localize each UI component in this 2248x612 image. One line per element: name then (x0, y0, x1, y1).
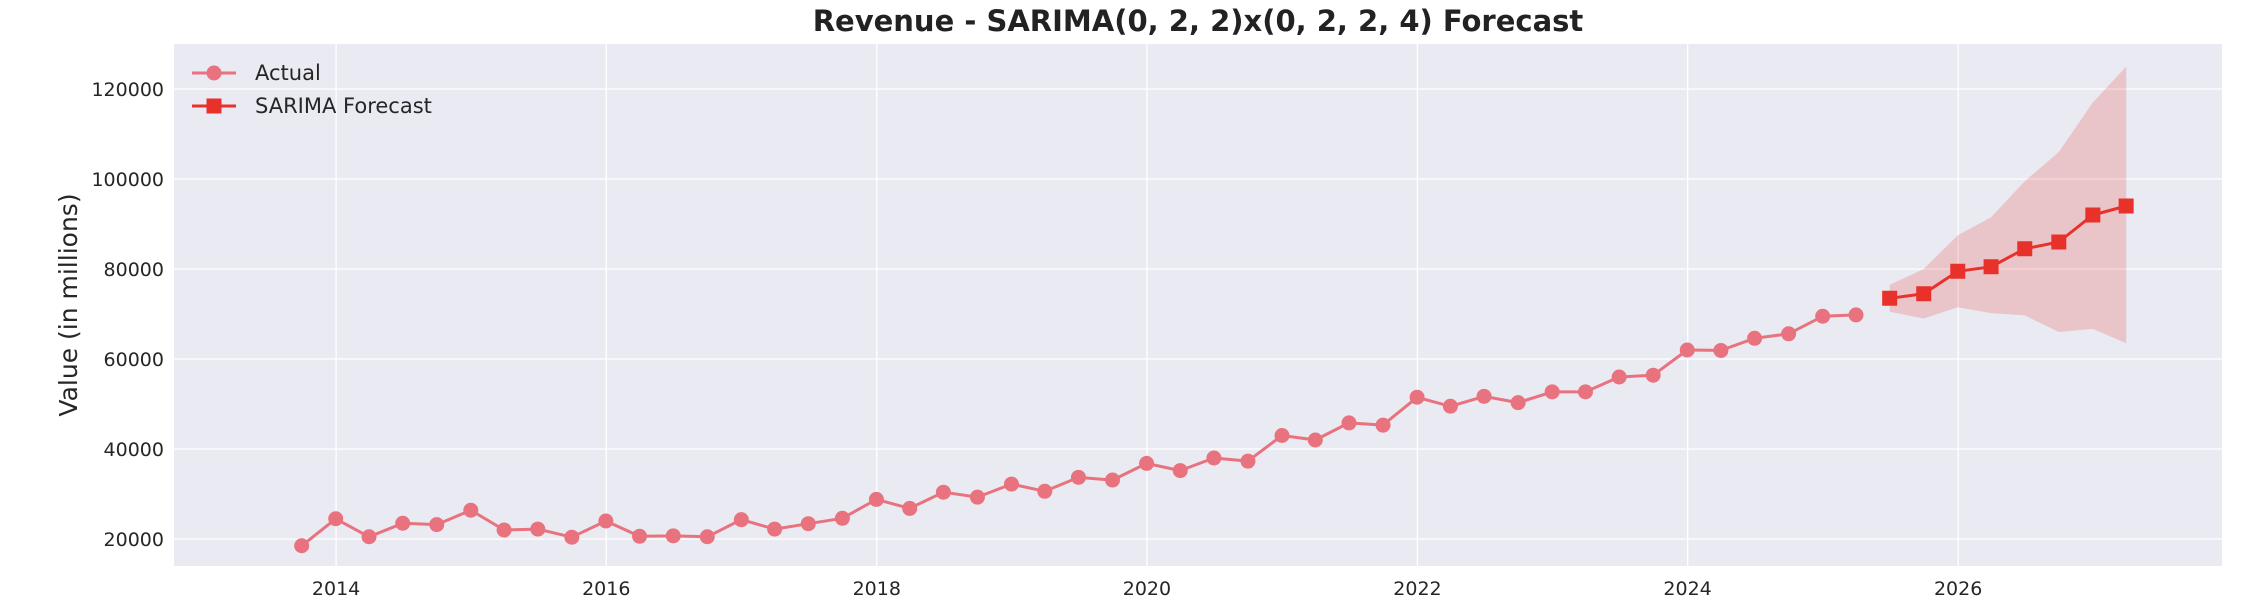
actual-point (1274, 428, 1290, 443)
actual-point (1070, 469, 1086, 485)
forecast-point (1882, 290, 1898, 306)
x-tick-label: 2018 (853, 578, 901, 600)
series-layer (294, 198, 2134, 554)
actual-point (868, 491, 884, 507)
actual-point (1611, 369, 1627, 385)
actual-point (1781, 326, 1797, 342)
confidence-band (1889, 66, 2127, 344)
actual-point (1476, 388, 1492, 404)
actual-point (395, 515, 411, 531)
forecast-point (1950, 263, 1966, 279)
y-tick-label: 100000 (91, 169, 164, 191)
legend-marker (206, 98, 222, 114)
actual-point (969, 489, 985, 505)
actual-point (1105, 472, 1121, 488)
actual-point (1341, 415, 1357, 431)
actual-point (1375, 417, 1391, 433)
actual-point (598, 513, 614, 529)
grid (174, 44, 2222, 566)
actual-point (1172, 463, 1188, 479)
actual-point (1206, 450, 1222, 466)
x-tick-label: 2022 (1393, 578, 1441, 600)
actual-point (1442, 398, 1458, 414)
actual-point (1577, 384, 1593, 400)
x-tick-label: 2026 (1934, 578, 1982, 600)
y-axis-label: Value (in millions) (54, 193, 83, 416)
actual-point (294, 538, 310, 554)
y-tick-label: 120000 (91, 79, 164, 101)
x-axis: 2014 2016 2018 2020 2022 2024 2026 (312, 578, 1982, 600)
forecast-point (2118, 198, 2134, 214)
legend-marker (206, 65, 222, 81)
forecast-point (1983, 259, 1999, 275)
forecast-confidence-interval (1889, 66, 2127, 344)
actual-point (800, 516, 816, 532)
x-tick-label: 2016 (582, 578, 630, 600)
actual-point (935, 484, 951, 500)
x-tick-label: 2020 (1123, 578, 1171, 600)
legend-label: Actual (255, 61, 321, 85)
actual-point (1848, 307, 1864, 323)
actual-point (496, 522, 512, 538)
forecast-point (2085, 207, 2101, 223)
plot-area (174, 44, 2222, 566)
actual-point (1747, 330, 1763, 346)
actual-point (767, 521, 783, 537)
actual-point (1544, 384, 1560, 400)
forecast-point (2051, 234, 2067, 250)
actual-point (463, 502, 479, 518)
y-tick-label: 20000 (104, 529, 164, 551)
y-tick-label: 40000 (104, 439, 164, 461)
actual-point (1510, 395, 1526, 411)
actual-point (902, 500, 918, 516)
chart-title: Revenue - SARIMA(0, 2, 2)x(0, 2, 2, 4) F… (813, 4, 1584, 38)
x-tick-label: 2024 (1663, 578, 1711, 600)
actual-point (1240, 453, 1256, 469)
actual-point (733, 512, 749, 528)
actual-point (1679, 342, 1695, 358)
x-tick-label: 2014 (312, 578, 360, 600)
actual-point (1409, 389, 1425, 405)
actual-point (834, 510, 850, 526)
actual-point (699, 529, 715, 545)
legend-label: SARIMA Forecast (255, 94, 432, 118)
actual-point (361, 529, 377, 545)
actual-point (1003, 476, 1019, 492)
actual-point (632, 528, 648, 544)
actual-point (429, 517, 445, 533)
actual-point (1645, 367, 1661, 383)
actual-point (564, 529, 580, 545)
forecast-point (1916, 286, 1932, 302)
actual-point (328, 511, 344, 527)
actual-point (665, 528, 681, 544)
actual-point (1815, 308, 1831, 324)
y-tick-label: 80000 (104, 259, 164, 281)
actual-point (1139, 455, 1155, 471)
actual-point (530, 521, 546, 537)
actual-point (1713, 342, 1729, 358)
legend: Actual SARIMA Forecast (192, 61, 432, 118)
actual-point (1037, 483, 1053, 499)
y-tick-label: 60000 (104, 349, 164, 371)
forecast-point (2017, 241, 2033, 257)
actual-point (1307, 432, 1323, 448)
y-axis: 20000 40000 60000 80000 100000 120000 (91, 79, 164, 551)
